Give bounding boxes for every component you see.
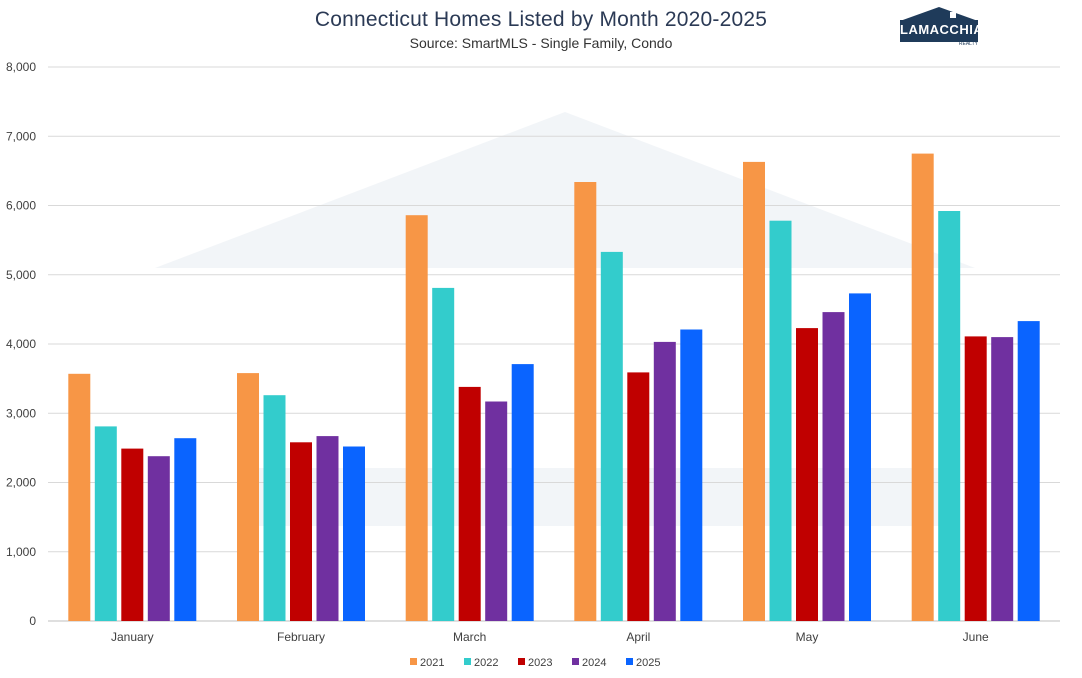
- bar-2021-june: [911, 153, 934, 621]
- legend-swatch: [626, 658, 633, 665]
- bar-2023-march: [458, 386, 481, 621]
- bar-2023-february: [290, 442, 312, 621]
- x-tick-label: February: [277, 630, 325, 644]
- chart-subtitle: Source: SmartMLS - Single Family, Condo: [409, 35, 673, 51]
- bar-2021-january: [68, 373, 91, 621]
- bar-2022-january: [94, 426, 117, 621]
- logo-roof-icon: [900, 7, 978, 21]
- x-tick-label: January: [111, 630, 154, 644]
- legend-swatch: [410, 658, 417, 665]
- legend-label: 2025: [636, 657, 660, 669]
- y-tick-label: 4,000: [6, 337, 36, 351]
- bar-2025-april: [680, 329, 703, 621]
- bar-2022-may: [769, 220, 792, 621]
- bar-2024-june: [991, 337, 1014, 621]
- legend-swatch: [464, 658, 471, 665]
- logo-sub: REALTY: [958, 41, 978, 47]
- bar-2025-january: [174, 438, 197, 621]
- bar-2025-february: [343, 446, 365, 621]
- bar-2025-may: [849, 293, 871, 621]
- legend-label: 2024: [582, 657, 606, 669]
- bar-2022-march: [432, 287, 455, 621]
- y-tick-label: 6,000: [6, 199, 36, 213]
- legend-swatch: [572, 658, 579, 665]
- bar-2024-april: [653, 341, 676, 621]
- bar-2023-april: [627, 372, 650, 621]
- bar-2025-june: [1017, 321, 1040, 621]
- bar-2021-may: [743, 161, 765, 621]
- bar-2021-february: [237, 373, 259, 621]
- bar-2022-february: [263, 395, 286, 621]
- bar-2024-may: [822, 312, 845, 621]
- legend-label: 2022: [474, 657, 498, 669]
- chart-title: Connecticut Homes Listed by Month 2020-2…: [314, 8, 768, 31]
- x-tick-label: May: [796, 630, 819, 644]
- y-tick-label: 7,000: [6, 129, 36, 143]
- bar-2024-march: [485, 401, 508, 621]
- watermark-roof-shape: [155, 112, 975, 268]
- bar-2022-june: [938, 211, 961, 621]
- bar-2023-january: [121, 448, 144, 621]
- logo-box: [900, 20, 978, 42]
- legend-swatch: [518, 658, 525, 665]
- y-tick-label: 0: [29, 614, 36, 628]
- bar-2021-april: [574, 182, 597, 621]
- logo-name: LAMACCHIA: [900, 22, 984, 37]
- y-tick-label: 8,000: [6, 60, 36, 74]
- bar-2025-march: [511, 364, 534, 621]
- bar-2023-june: [964, 336, 987, 621]
- y-tick-label: 5,000: [6, 268, 36, 282]
- bar-2024-january: [147, 456, 170, 621]
- bar-2023-may: [796, 328, 818, 621]
- y-tick-label: 2,000: [6, 476, 36, 490]
- brand-logo: LAMACCHIA REALTY: [898, 6, 984, 48]
- x-tick-label: March: [453, 630, 486, 644]
- x-tick-label: April: [626, 630, 650, 644]
- x-tick-label: June: [963, 630, 989, 644]
- legend-label: 2021: [420, 657, 444, 669]
- y-tick-label: 3,000: [6, 406, 36, 420]
- legend-label: 2023: [528, 657, 552, 669]
- y-tick-label: 1,000: [6, 545, 36, 559]
- bar-2022-april: [600, 251, 623, 621]
- bar-2021-march: [405, 215, 428, 621]
- bar-2024-february: [316, 436, 339, 621]
